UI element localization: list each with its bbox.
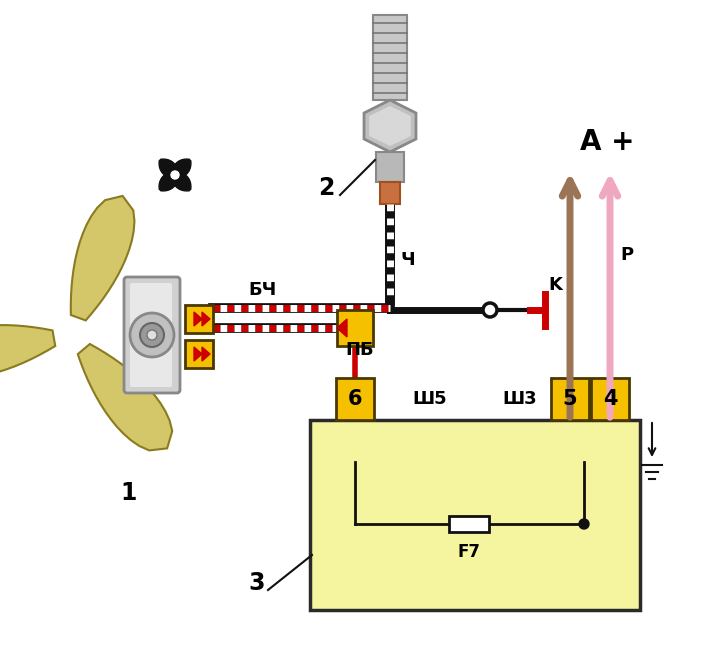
Circle shape bbox=[140, 323, 164, 347]
Text: БЧ: БЧ bbox=[248, 281, 276, 299]
Text: ПБ: ПБ bbox=[345, 341, 374, 359]
Polygon shape bbox=[173, 159, 191, 177]
Bar bbox=[449, 516, 489, 532]
Text: 1: 1 bbox=[120, 481, 136, 505]
Bar bbox=[551, 378, 589, 420]
FancyBboxPatch shape bbox=[130, 283, 172, 387]
Polygon shape bbox=[202, 347, 210, 361]
Circle shape bbox=[171, 171, 179, 179]
Circle shape bbox=[483, 303, 497, 317]
Text: 5: 5 bbox=[563, 389, 577, 409]
Bar bbox=[336, 378, 374, 420]
Polygon shape bbox=[364, 100, 416, 152]
Bar bbox=[185, 340, 213, 368]
Text: А +: А + bbox=[580, 128, 634, 156]
Text: 6: 6 bbox=[348, 389, 362, 409]
Polygon shape bbox=[202, 312, 210, 326]
Text: Ш5: Ш5 bbox=[412, 390, 448, 408]
Polygon shape bbox=[159, 174, 177, 191]
Text: Ч: Ч bbox=[400, 251, 415, 269]
Text: 2: 2 bbox=[318, 176, 334, 200]
Bar bbox=[373, 15, 407, 100]
Polygon shape bbox=[0, 325, 55, 378]
Bar bbox=[376, 152, 404, 182]
Text: 3: 3 bbox=[248, 571, 264, 595]
Polygon shape bbox=[159, 159, 177, 177]
Bar bbox=[185, 305, 213, 333]
Polygon shape bbox=[173, 174, 191, 191]
Polygon shape bbox=[71, 196, 135, 320]
Text: 4: 4 bbox=[603, 389, 617, 409]
Text: F7: F7 bbox=[458, 543, 480, 561]
Text: K: K bbox=[548, 276, 562, 294]
Circle shape bbox=[130, 313, 174, 357]
Bar bbox=[380, 182, 400, 204]
Bar bbox=[310, 420, 640, 610]
FancyBboxPatch shape bbox=[124, 277, 180, 393]
Circle shape bbox=[147, 330, 157, 340]
Text: Р: Р bbox=[620, 246, 633, 264]
Text: Ш3: Ш3 bbox=[503, 390, 537, 408]
Bar bbox=[591, 378, 629, 420]
Polygon shape bbox=[369, 106, 411, 146]
Polygon shape bbox=[337, 319, 347, 337]
Polygon shape bbox=[194, 312, 202, 326]
Polygon shape bbox=[194, 347, 202, 361]
Circle shape bbox=[579, 519, 589, 529]
Polygon shape bbox=[78, 344, 173, 450]
Bar bbox=[337, 310, 373, 346]
